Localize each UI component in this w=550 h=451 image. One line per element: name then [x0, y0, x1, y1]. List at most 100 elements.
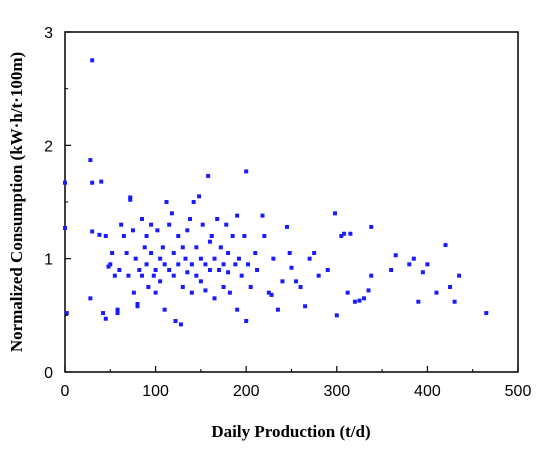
data-point: [246, 262, 251, 267]
y-tick-label: 1: [44, 252, 53, 269]
data-point: [88, 158, 93, 163]
data-point: [101, 311, 106, 316]
data-point: [183, 256, 188, 261]
data-point: [275, 307, 280, 312]
x-tick-label: 300: [323, 383, 350, 400]
data-point: [248, 285, 253, 289]
data-point: [334, 313, 339, 318]
plot-frame: [64, 31, 519, 373]
data-point: [284, 224, 289, 229]
data-point: [191, 200, 196, 204]
data-point: [162, 262, 167, 267]
data-point: [144, 234, 149, 238]
data-point: [242, 234, 247, 238]
x-tick-label: 100: [142, 383, 169, 400]
x-tick-label: 200: [233, 383, 260, 400]
data-point: [63, 180, 67, 185]
data-point: [153, 290, 158, 295]
data-point: [434, 290, 439, 295]
data-point: [146, 285, 151, 289]
data-point: [369, 224, 374, 229]
data-point: [224, 222, 229, 227]
data-point: [244, 169, 249, 174]
data-point: [235, 307, 240, 312]
data-point: [171, 273, 176, 278]
data-point: [443, 243, 448, 248]
data-point: [389, 268, 394, 272]
data-point: [209, 234, 214, 238]
data-point: [185, 228, 190, 233]
data-point: [217, 268, 222, 272]
data-point: [325, 268, 330, 272]
x-tick-label: 400: [414, 383, 441, 400]
data-point: [212, 256, 217, 261]
data-point: [110, 251, 115, 255]
data-point: [142, 245, 147, 250]
data-point: [332, 211, 337, 216]
data-point: [176, 262, 181, 267]
data-point: [345, 290, 350, 295]
data-point: [357, 298, 362, 303]
data-point: [255, 268, 260, 272]
data-point: [218, 245, 223, 250]
data-point: [155, 228, 160, 233]
data-point: [164, 200, 169, 204]
data-point: [236, 256, 241, 261]
data-point: [121, 234, 126, 238]
data-point: [119, 222, 124, 227]
data-point: [230, 234, 235, 238]
y-axis-title: Normalized Consumption (kW·h/t·100m): [7, 52, 26, 352]
data-point: [203, 262, 208, 267]
data-point: [200, 222, 205, 227]
data-point: [108, 262, 113, 267]
data-point: [124, 251, 129, 255]
data-point: [198, 256, 203, 261]
data-point: [144, 262, 149, 267]
data-points: [63, 58, 489, 327]
x-tick-label: 500: [505, 383, 532, 400]
data-point: [158, 279, 163, 284]
x-axis-title: Daily Production (t/d): [211, 422, 370, 441]
data-point: [135, 302, 140, 306]
data-point: [303, 304, 308, 309]
data-point: [280, 279, 285, 284]
data-point: [287, 251, 292, 255]
data-point: [271, 256, 276, 261]
data-point: [207, 268, 212, 272]
data-point: [203, 288, 208, 293]
data-point: [137, 268, 142, 272]
data-point: [167, 222, 172, 227]
data-point: [239, 273, 244, 278]
data-point: [212, 296, 217, 301]
data-point: [180, 245, 185, 250]
data-point: [64, 311, 69, 316]
data-point: [289, 265, 294, 270]
data-point: [149, 222, 154, 227]
data-point: [162, 307, 167, 312]
data-point: [126, 273, 131, 278]
x-tick-label: 0: [61, 383, 70, 400]
data-point: [128, 195, 133, 200]
data-point: [97, 232, 102, 237]
data-point: [103, 316, 108, 321]
data-point: [90, 229, 95, 234]
data-point: [149, 251, 154, 255]
data-point: [194, 273, 199, 278]
data-point: [153, 268, 158, 272]
data-point: [266, 290, 271, 295]
data-point: [420, 270, 425, 275]
data-point: [316, 273, 321, 278]
data-point: [140, 217, 145, 221]
data-point: [180, 285, 185, 289]
data-point: [206, 173, 211, 178]
data-point: [106, 264, 111, 269]
x-axis-ticks: 0 100 200 300 400 500: [61, 366, 532, 400]
y-tick-label: 2: [44, 138, 53, 155]
data-point: [452, 299, 457, 304]
data-point: [115, 307, 120, 312]
data-point: [425, 262, 430, 267]
data-point: [221, 285, 226, 289]
data-point: [189, 262, 194, 267]
data-point: [131, 290, 136, 295]
data-point: [63, 226, 67, 231]
